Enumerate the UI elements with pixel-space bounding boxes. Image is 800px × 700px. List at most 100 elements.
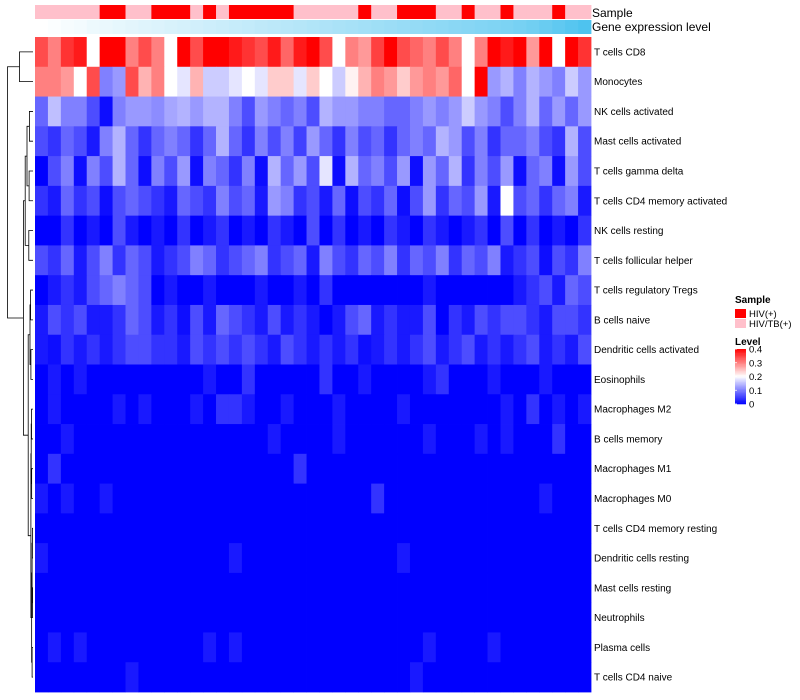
heatmap-cell bbox=[461, 543, 476, 574]
expression-annotation-cell bbox=[203, 20, 217, 34]
heatmap-cell bbox=[306, 156, 320, 187]
heatmap-cell bbox=[267, 156, 282, 187]
heatmap-cell bbox=[332, 245, 346, 276]
heatmap-cell bbox=[306, 37, 320, 68]
heatmap-cell bbox=[267, 602, 282, 633]
heatmap-cell bbox=[60, 632, 75, 663]
expression-annotation-cell bbox=[86, 20, 101, 34]
heatmap-cell bbox=[474, 513, 488, 544]
heatmap-cell bbox=[60, 662, 75, 693]
heatmap-cell bbox=[228, 394, 243, 425]
heatmap-cell bbox=[397, 96, 411, 127]
expression-annotation-cell bbox=[448, 20, 463, 34]
heatmap-cell bbox=[578, 453, 592, 484]
colorbar-segment bbox=[735, 350, 746, 353]
heatmap-cell bbox=[216, 453, 230, 484]
heatmap-cell bbox=[86, 513, 101, 544]
heatmap-cell bbox=[151, 394, 165, 425]
heatmap-cell bbox=[112, 66, 126, 97]
colorbar-segment bbox=[735, 388, 746, 391]
heatmap-cell bbox=[306, 662, 320, 693]
sample-annotation-cell bbox=[190, 5, 204, 19]
heatmap-cell bbox=[474, 215, 488, 246]
sample-annotation-cell bbox=[47, 5, 62, 19]
heatmap-cell bbox=[539, 96, 553, 127]
heatmap-cell bbox=[60, 96, 75, 127]
expression-annotation-cell bbox=[552, 20, 566, 34]
heatmap-cell bbox=[552, 364, 566, 395]
heatmap-cell bbox=[293, 66, 307, 97]
heatmap-cell bbox=[138, 37, 152, 68]
heatmap-cell bbox=[164, 453, 178, 484]
heatmap-cell bbox=[539, 662, 553, 693]
heatmap-cell bbox=[151, 364, 165, 395]
heatmap-cell bbox=[306, 632, 320, 663]
colorbar-tick-label: 0.2 bbox=[749, 372, 762, 383]
heatmap-cell bbox=[461, 364, 476, 395]
heatmap-cell bbox=[500, 215, 514, 246]
heatmap-cell bbox=[565, 245, 579, 276]
heatmap-cell bbox=[267, 126, 282, 157]
heatmap-cell bbox=[552, 37, 566, 68]
heatmap-cell bbox=[345, 662, 359, 693]
heatmap-cell bbox=[332, 453, 346, 484]
heatmap-cell bbox=[254, 364, 269, 395]
heatmap-cell bbox=[552, 185, 566, 217]
heatmap-cell bbox=[435, 156, 450, 187]
heatmap-cell bbox=[384, 334, 398, 365]
heatmap-cell bbox=[552, 334, 566, 365]
heatmap-cell bbox=[228, 96, 243, 127]
heatmap-cell bbox=[371, 185, 385, 217]
heatmap-cell bbox=[526, 632, 540, 663]
heatmap-cell bbox=[254, 662, 269, 693]
row-label: NK cells resting bbox=[594, 226, 663, 237]
heatmap-cell bbox=[228, 245, 243, 276]
row-labels: T cells CD8 Monocytes NK cells activated Ma… bbox=[594, 47, 727, 683]
heatmap-cell bbox=[487, 513, 501, 544]
heatmap-cell bbox=[513, 572, 527, 604]
heatmap-cell bbox=[578, 632, 592, 663]
dendrogram-link bbox=[31, 646, 33, 678]
heatmap-cell bbox=[409, 364, 424, 395]
heatmap-cell bbox=[565, 394, 579, 425]
heatmap-cell bbox=[397, 215, 411, 246]
heatmap-cell bbox=[319, 602, 333, 633]
heatmap-cell bbox=[371, 334, 385, 365]
colorbar-segment bbox=[735, 362, 746, 365]
colorbar-segment bbox=[735, 399, 746, 402]
heatmap-cell bbox=[306, 394, 320, 425]
heatmap-cell bbox=[539, 572, 553, 604]
heatmap-cell bbox=[500, 572, 514, 604]
expression-annotation-cell bbox=[164, 20, 178, 34]
heatmap-cell bbox=[358, 543, 372, 574]
colorbar-segment bbox=[735, 360, 746, 362]
heatmap-cell bbox=[203, 215, 217, 246]
heatmap-cell bbox=[35, 37, 49, 68]
heatmap-cell bbox=[513, 304, 527, 336]
heatmap-cell bbox=[539, 364, 553, 395]
heatmap-cell bbox=[409, 245, 424, 276]
heatmap-cell bbox=[422, 334, 437, 365]
heatmap-cell bbox=[47, 453, 62, 484]
heatmap-cell bbox=[500, 394, 514, 425]
heatmap-cell bbox=[177, 572, 191, 604]
heatmap-cell bbox=[319, 126, 333, 157]
heatmap-cell bbox=[448, 156, 463, 187]
heatmap-cell bbox=[435, 483, 450, 514]
heatmap-cell bbox=[254, 424, 269, 455]
row-label: B cells naive bbox=[594, 315, 651, 326]
heatmap-cell bbox=[539, 304, 553, 336]
sample-annotation-cell bbox=[35, 5, 49, 19]
heatmap-cell bbox=[487, 572, 501, 604]
heatmap-cell bbox=[254, 543, 269, 574]
colorbar-segment bbox=[735, 386, 746, 388]
heatmap-cell bbox=[60, 215, 75, 246]
heatmap-cell bbox=[448, 572, 463, 604]
heatmap-cell bbox=[397, 543, 411, 574]
heatmap-cell bbox=[241, 513, 256, 544]
heatmap-cell bbox=[73, 483, 88, 514]
heatmap-cell bbox=[319, 453, 333, 484]
heatmap-cell bbox=[280, 424, 295, 455]
heatmap-cell bbox=[112, 334, 126, 365]
sample-annotation-cell bbox=[332, 5, 346, 19]
